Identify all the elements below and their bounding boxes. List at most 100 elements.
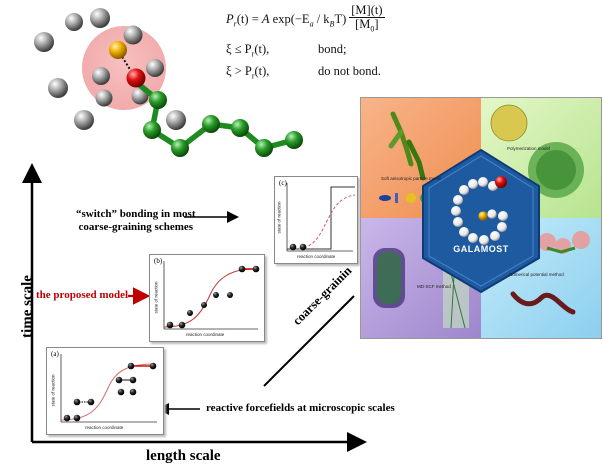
product-bead <box>252 265 260 273</box>
polymer-bead <box>231 119 249 137</box>
galamost-artwork <box>373 104 590 329</box>
label-md-scf: MD-SCF method <box>417 284 451 289</box>
gray-atom <box>74 110 94 130</box>
eq-exp-arg2: / k <box>313 11 330 26</box>
polymer-bead <box>202 115 220 133</box>
gray-atom <box>34 32 54 52</box>
rate-equation: Pr(t) = A exp(−Ea / kBT) [M](t) [M0] ξ ≤… <box>226 4 385 81</box>
eq-frac-den-end: ] <box>374 17 379 31</box>
panel-b-xlabel: reaction coordinate <box>186 332 225 337</box>
panel-a: (a) state of reaction reaction coordinat… <box>46 347 164 435</box>
main-axes <box>22 163 367 452</box>
eq-exp-arg: (−E <box>290 11 310 26</box>
gray-atom <box>95 89 113 107</box>
product-bead <box>127 362 135 370</box>
galamost-hexagon <box>422 148 540 294</box>
gray-atom <box>48 78 68 98</box>
eq-frac-den-sub: 0 <box>370 24 375 34</box>
no-bond-condition: ξ > Pr(t), do not bond. <box>226 64 385 81</box>
eq-kb-sub: B <box>329 19 335 28</box>
eq-exp-arg3: T) <box>334 11 347 26</box>
coarse-graining-line <box>263 295 355 387</box>
reactive-forcefield-label: reactive forcefields at microscopic scal… <box>206 402 395 414</box>
cond1-sub: r <box>251 49 255 58</box>
panel-c: (c) state of reaction reaction coordinat… <box>274 176 358 264</box>
panel-a-xlabel: reaction coordinate <box>85 425 124 430</box>
reactant-bead <box>117 388 125 396</box>
switch-label-line2: coarse-graining schemes <box>78 221 194 233</box>
eq-frac-num: [M](t) <box>349 3 385 18</box>
polymer-bead <box>143 121 161 139</box>
reactant-bead <box>63 414 71 422</box>
galamost-name: GALAMOST <box>453 244 509 254</box>
proposed-model-label: the proposed model <box>36 289 129 301</box>
reactant-bead <box>87 398 95 406</box>
label-numerical-potential: Numerical potential method <box>509 272 564 277</box>
eq-lhs-t: (t) = <box>236 11 262 26</box>
gray-atom <box>123 25 143 45</box>
panel-c-ylabel: state of reaction <box>276 201 282 234</box>
reactant-bead <box>201 302 207 308</box>
active-chain-end-atom <box>126 68 146 88</box>
product-bead <box>238 265 246 273</box>
panel-a-tag: (a) <box>51 350 59 358</box>
panel-a-plot <box>60 354 157 423</box>
reactant-bead <box>73 414 81 422</box>
cond2-result: do not bond. <box>318 64 381 78</box>
eq-exp: exp <box>269 11 291 26</box>
panel-b-ylabel: state of reaction <box>153 281 159 314</box>
reactant-bead <box>178 321 186 329</box>
reactant-bead <box>299 243 307 251</box>
eq-fraction: [M](t) [M0] <box>349 3 385 36</box>
reactant-bead <box>73 398 81 406</box>
reactant-bead <box>129 388 137 396</box>
bead-spring-chain <box>510 291 576 315</box>
gray-atom <box>90 8 110 28</box>
product-bead <box>149 362 157 370</box>
panel-b: (b) state of reaction reaction coordinat… <box>149 254 265 342</box>
molecule-illustration <box>34 8 303 157</box>
cond1-lhs: ξ ≤ P <box>226 41 252 56</box>
panel-b-tag: (b) <box>154 257 163 265</box>
bond-condition: ξ ≤ Pr(t), bond; <box>226 42 385 59</box>
gray-atom <box>92 67 110 85</box>
reactant-bead <box>166 321 174 329</box>
reactant-bead <box>187 310 193 316</box>
polymer-bead <box>255 139 273 157</box>
reactive-monomer-atom <box>109 41 127 59</box>
gray-atom <box>146 59 164 77</box>
gray-atom <box>65 13 83 31</box>
eq-lhs-sub: r <box>233 19 237 28</box>
switch-label-line1: “switch” bonding in most <box>76 208 196 220</box>
eq-exp-arg-sub: a <box>309 19 314 28</box>
switch-label: “switch” bonding in most coarse-graining… <box>76 208 196 234</box>
reactant-bead <box>289 243 297 251</box>
panel-c-plot <box>286 183 356 252</box>
reactant-bead <box>213 292 219 298</box>
gray-atom <box>166 110 186 130</box>
y-axis-title: time scale <box>19 275 36 338</box>
cond2-sub: r <box>251 71 255 81</box>
panel-c-tag: (c) <box>279 179 287 187</box>
polymer-bead <box>285 131 303 149</box>
anisotropic-rods <box>388 111 426 181</box>
galamost-panel: Soft anisotropic particle model Polymeri… <box>360 97 602 339</box>
cond2-lhs: ξ > P <box>226 64 252 78</box>
reactant-bead <box>115 376 123 384</box>
reactant-bead <box>227 292 233 298</box>
polymerization-sphere <box>490 104 528 142</box>
panel-b-plot <box>163 261 260 330</box>
cond2-t: (t), <box>254 64 270 78</box>
x-axis-title: length scale <box>146 448 221 464</box>
polymer-bead <box>171 139 189 157</box>
label-polymerization: Polymerization model <box>507 146 551 151</box>
eq-frac-den: [M <box>355 17 371 31</box>
panel-a-ylabel: state of reaction <box>50 374 56 407</box>
cond1-result: bond; <box>318 41 347 56</box>
polymer-bead <box>149 91 167 109</box>
panel-c-xlabel: reaction coordinate <box>297 254 336 259</box>
galamost-bead-g <box>451 176 508 245</box>
label-soft-anisotropic: Soft anisotropic particle model <box>381 176 442 181</box>
eq-a: A <box>261 11 270 26</box>
